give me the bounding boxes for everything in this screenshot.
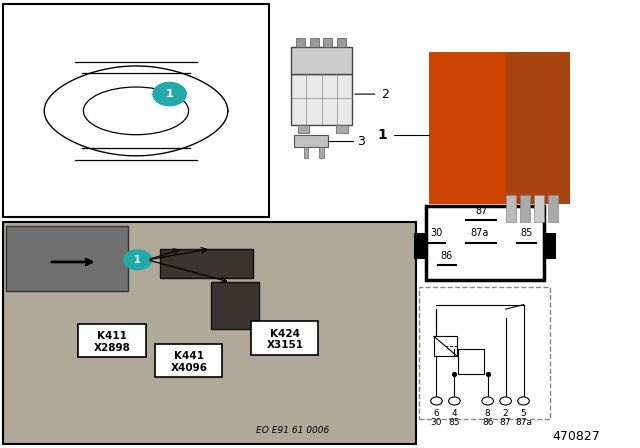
Text: 1: 1 — [166, 89, 173, 99]
Circle shape — [500, 397, 511, 405]
Text: 87: 87 — [475, 206, 488, 216]
Text: 2: 2 — [381, 87, 388, 101]
Circle shape — [482, 397, 493, 405]
Text: 86: 86 — [440, 251, 453, 261]
Text: 30: 30 — [431, 418, 442, 427]
Text: K441: K441 — [174, 351, 204, 361]
Text: K411: K411 — [97, 331, 127, 341]
Text: 4: 4 — [452, 409, 457, 418]
Text: 470827: 470827 — [552, 430, 600, 444]
Circle shape — [431, 397, 442, 405]
Bar — [160, 249, 253, 278]
Bar — [534, 195, 544, 222]
Text: 8: 8 — [485, 409, 490, 418]
Text: 87a: 87a — [515, 418, 532, 427]
Bar — [434, 336, 457, 356]
Text: 30: 30 — [430, 228, 443, 238]
Bar — [303, 147, 308, 159]
Text: 86: 86 — [482, 418, 493, 427]
Bar — [520, 195, 530, 222]
Text: EO E91 61 0006: EO E91 61 0006 — [255, 426, 329, 435]
Text: 87a: 87a — [471, 228, 489, 238]
Text: 5: 5 — [521, 409, 526, 418]
Circle shape — [153, 82, 186, 106]
Bar — [506, 52, 570, 204]
Text: 85: 85 — [449, 418, 460, 427]
Bar — [3, 222, 416, 444]
Text: 87: 87 — [500, 418, 511, 427]
Bar — [506, 195, 516, 222]
Bar — [419, 287, 550, 419]
Text: 6: 6 — [434, 409, 439, 418]
Bar — [426, 206, 544, 280]
Bar — [79, 323, 146, 358]
Bar — [458, 349, 484, 374]
Text: 85: 85 — [520, 228, 533, 238]
Text: 3: 3 — [356, 134, 365, 148]
Bar — [323, 38, 332, 47]
Text: 1: 1 — [378, 128, 387, 142]
Text: X2898: X2898 — [93, 343, 131, 353]
Text: 2: 2 — [503, 409, 508, 418]
Circle shape — [449, 397, 460, 405]
Bar — [291, 74, 352, 125]
Text: K424: K424 — [270, 329, 300, 339]
Circle shape — [124, 250, 152, 270]
Text: 1: 1 — [134, 255, 141, 265]
Bar — [155, 344, 223, 377]
Bar — [336, 125, 348, 134]
Bar — [429, 52, 570, 204]
Bar — [3, 4, 269, 217]
Bar — [252, 322, 319, 355]
Bar — [298, 125, 309, 134]
Bar — [337, 38, 346, 47]
Bar — [6, 226, 128, 291]
Bar — [294, 135, 328, 147]
Text: X3151: X3151 — [266, 340, 303, 350]
Text: X4096: X4096 — [170, 363, 207, 373]
Bar — [544, 233, 556, 259]
Bar — [211, 282, 259, 329]
Circle shape — [518, 397, 529, 405]
Bar — [296, 38, 305, 47]
Bar — [319, 147, 324, 159]
Bar — [548, 195, 558, 222]
Bar — [291, 47, 352, 74]
Bar — [310, 38, 319, 47]
Bar — [414, 233, 426, 259]
